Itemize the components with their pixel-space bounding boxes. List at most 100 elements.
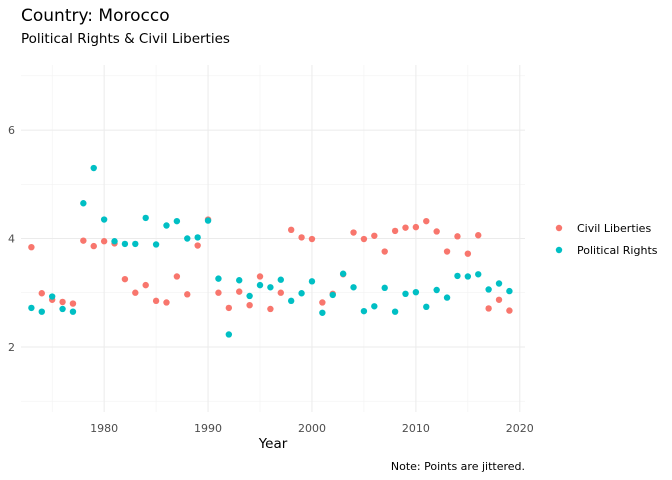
legend: Civil Liberties Political Rights bbox=[555, 222, 658, 257]
political-rights-point bbox=[111, 238, 118, 245]
civil-liberties-point bbox=[298, 234, 305, 241]
civil-liberties-point bbox=[350, 229, 357, 236]
civil-liberties-point bbox=[152, 297, 160, 305]
civil-liberties-point bbox=[184, 291, 191, 298]
civil-liberties-point bbox=[433, 228, 440, 235]
civil-liberties-point bbox=[132, 289, 139, 296]
civil-liberties-point bbox=[454, 233, 461, 240]
legend-key-civil-liberties bbox=[555, 224, 563, 232]
political-rights-point bbox=[152, 241, 160, 248]
political-rights-point bbox=[495, 280, 503, 287]
civil-liberties-point bbox=[142, 281, 149, 289]
civil-liberties-point bbox=[443, 248, 451, 255]
grid-lines bbox=[21, 65, 525, 412]
political-rights-point bbox=[360, 307, 368, 315]
legend-label-political-rights: Political Rights bbox=[577, 244, 658, 257]
civil-liberties-point bbox=[412, 223, 420, 231]
civil-liberties-point bbox=[121, 275, 129, 283]
chart-subtitle: Political Rights & Civil Liberties bbox=[21, 31, 230, 47]
civil-liberties-point bbox=[28, 243, 35, 251]
civil-liberties-point bbox=[256, 273, 264, 280]
x-tick-label: 1980 bbox=[90, 422, 118, 435]
civil-liberties-point bbox=[308, 235, 316, 243]
civil-liberties-point bbox=[423, 217, 430, 225]
political-rights-point bbox=[350, 284, 357, 291]
legend-label-civil-liberties: Civil Liberties bbox=[577, 222, 651, 235]
y-tick-label: 4 bbox=[8, 233, 15, 246]
political-rights-point bbox=[163, 222, 170, 229]
political-rights-point bbox=[506, 287, 513, 295]
political-rights-point bbox=[142, 214, 149, 222]
political-rights-point bbox=[69, 308, 77, 315]
civil-liberties-point bbox=[495, 296, 503, 303]
political-rights-point bbox=[59, 305, 66, 313]
political-rights-point bbox=[225, 331, 233, 338]
legend-key-political-rights bbox=[555, 246, 563, 254]
political-rights-point bbox=[184, 235, 191, 242]
political-rights-point bbox=[298, 290, 305, 297]
political-rights-point bbox=[48, 293, 56, 300]
civil-liberties-point bbox=[225, 304, 233, 312]
political-rights-point bbox=[90, 164, 97, 172]
political-rights-point bbox=[433, 286, 440, 294]
political-rights-point bbox=[80, 200, 87, 207]
political-rights-point bbox=[464, 273, 472, 280]
political-rights-point bbox=[485, 286, 492, 293]
data-points bbox=[28, 164, 513, 338]
political-rights-point bbox=[28, 304, 35, 312]
civil-liberties-point bbox=[236, 288, 243, 295]
x-tick-label: 2010 bbox=[402, 422, 430, 435]
civil-liberties-point bbox=[319, 299, 326, 306]
civil-liberties-point bbox=[381, 248, 388, 255]
civil-liberties-point bbox=[90, 242, 97, 250]
chart-title: Country: Morocco bbox=[21, 6, 170, 26]
political-rights-point bbox=[423, 303, 430, 311]
civil-liberties-point bbox=[277, 289, 284, 296]
political-rights-point bbox=[236, 277, 243, 284]
political-rights-point bbox=[100, 216, 108, 223]
civil-liberties-point bbox=[267, 305, 274, 313]
civil-liberties-point bbox=[69, 300, 77, 307]
y-tick-label: 6 bbox=[8, 124, 15, 137]
political-rights-point bbox=[246, 292, 253, 300]
political-rights-point bbox=[121, 240, 129, 248]
political-rights-point bbox=[454, 272, 461, 280]
civil-liberties-point bbox=[246, 301, 253, 309]
civil-liberties-point bbox=[287, 226, 295, 234]
political-rights-point bbox=[287, 297, 295, 305]
political-rights-point bbox=[329, 291, 336, 299]
political-rights-point bbox=[391, 308, 399, 315]
political-rights-point bbox=[256, 281, 264, 289]
civil-liberties-point bbox=[163, 299, 170, 306]
political-rights-point bbox=[319, 309, 326, 316]
political-rights-point bbox=[204, 217, 212, 224]
political-rights-point bbox=[412, 288, 420, 296]
civil-liberties-point bbox=[215, 289, 222, 296]
political-rights-point bbox=[443, 294, 451, 301]
civil-liberties-point bbox=[173, 273, 181, 280]
x-tick-label: 1990 bbox=[194, 422, 222, 435]
civil-liberties-point bbox=[464, 250, 472, 257]
civil-liberties-point bbox=[506, 307, 513, 314]
political-rights-point bbox=[277, 276, 284, 283]
civil-liberties-point bbox=[485, 305, 492, 312]
y-tick-labels: 2 4 6 bbox=[8, 124, 15, 354]
y-tick-label: 2 bbox=[8, 341, 15, 354]
political-rights-point bbox=[308, 278, 316, 285]
chart-caption: Note: Points are jittered. bbox=[391, 460, 525, 473]
civil-liberties-point bbox=[100, 238, 108, 245]
civil-liberties-point bbox=[80, 237, 87, 244]
civil-liberties-point bbox=[59, 298, 66, 306]
x-tick-label: 2020 bbox=[506, 422, 534, 435]
x-tick-label: 2000 bbox=[298, 422, 326, 435]
civil-liberties-point bbox=[391, 227, 399, 235]
x-tick-labels: 1980 1990 2000 2010 2020 bbox=[90, 422, 534, 435]
civil-liberties-point bbox=[475, 232, 482, 239]
political-rights-point bbox=[475, 271, 482, 278]
civil-liberties-point bbox=[402, 224, 409, 231]
political-rights-point bbox=[38, 308, 45, 315]
civil-liberties-point bbox=[360, 235, 368, 243]
political-rights-point bbox=[215, 275, 222, 282]
x-axis-title: Year bbox=[258, 436, 288, 452]
